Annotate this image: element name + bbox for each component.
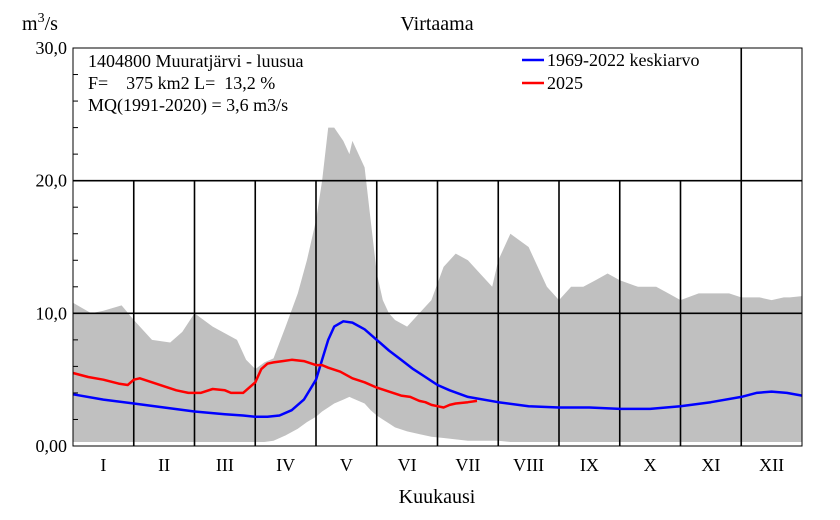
month-tick-label: II	[158, 455, 170, 475]
chart-title: Virtaama	[400, 13, 473, 35]
mean-series-line	[72, 320, 803, 419]
info-station: 1404800 Muuratjärvi - luusua	[88, 51, 303, 71]
plot-frame	[72, 47, 803, 447]
y-tick-label: 20,0	[36, 171, 68, 191]
y-axis-label-base: m	[22, 13, 38, 35]
month-tick-label: IX	[580, 455, 599, 475]
y-tick-label: 30,0	[36, 38, 68, 58]
info-area: F= 375 km2 L= 13,2 %	[88, 73, 275, 93]
month-tick-label: X	[644, 455, 657, 475]
legend-label-2025: 2025	[547, 73, 583, 93]
year-2025-series-line	[72, 358, 478, 409]
month-tick-label: VI	[398, 455, 417, 475]
y-tick-label: 10,0	[36, 303, 68, 323]
y-tick-label: 0,00	[36, 436, 68, 456]
month-tick-label: VIII	[513, 455, 544, 475]
legend-label-mean: 1969-2022 keskiarvo	[547, 50, 699, 70]
info-mq: MQ(1991-2020) = 3,6 m3/s	[88, 95, 288, 116]
month-tick-label: IV	[276, 455, 295, 475]
month-tick-label: I	[100, 455, 106, 475]
x-axis-label: Kuukausi	[399, 486, 476, 508]
grid-layer	[73, 48, 802, 446]
y-axis-label-tail: /s	[45, 13, 59, 35]
month-tick-label: V	[340, 455, 353, 475]
y-axis-label-sup: 3	[38, 11, 45, 26]
month-tick-label: III	[216, 455, 234, 475]
legend: 1969-2022 keskiarvo 2025	[522, 50, 699, 93]
month-tick-label: VII	[455, 455, 480, 475]
month-tick-label: XI	[701, 455, 720, 475]
y-axis-label: m3/s	[22, 11, 58, 35]
month-tick-label: XII	[759, 455, 784, 475]
series-layer	[72, 320, 803, 419]
